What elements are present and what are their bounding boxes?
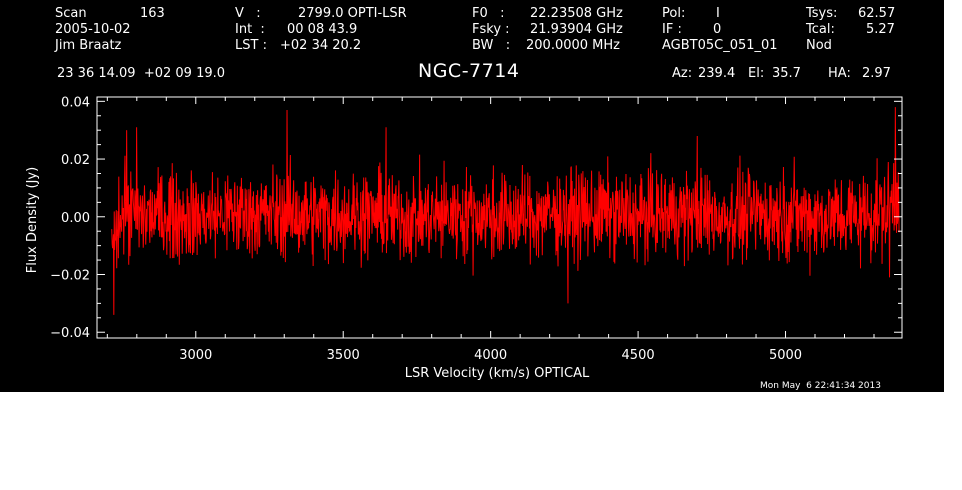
- plot-panel: Scan 163 V : 2799.0 OPTI-LSR F0 : 22.235…: [0, 0, 944, 392]
- x-tick-label: 4500: [622, 348, 655, 363]
- az-label: Az:: [672, 66, 693, 81]
- axes-frame: [96, 96, 903, 339]
- project-id: AGBT05C_051_01: [662, 38, 778, 53]
- y-axis-ticks: −0.04 −0.02 0.00 0.02 0.04: [50, 95, 902, 341]
- pol-label: Pol:: [662, 6, 686, 21]
- v-label: V :: [235, 6, 261, 21]
- fsky-label: Fsky :: [472, 22, 510, 37]
- bw-label: BW :: [472, 38, 511, 53]
- spectrum-line: [111, 107, 900, 315]
- tsys-label: Tsys:: [806, 6, 838, 21]
- scan-label: Scan: [55, 6, 87, 21]
- x-tick-label: 3500: [327, 348, 360, 363]
- x-tick-label: 3000: [179, 348, 212, 363]
- y-axis-label: Flux Density (Jy): [25, 167, 40, 273]
- el-label: El:: [748, 66, 765, 81]
- spectrum-chart: 3000 3500 4000 4500 5000 −0.04 −0.02 0.00 0.02 0…: [25, 95, 903, 381]
- x-axis-label: LSR Velocity (km/s) OPTICAL: [405, 366, 590, 381]
- fsky-value: 21.93904 GHz: [530, 22, 623, 37]
- obs-mode: Nod: [806, 38, 832, 53]
- az-value: 239.4: [698, 66, 736, 81]
- y-tick-label: 0.00: [61, 211, 90, 226]
- y-tick-label: 0.04: [61, 95, 90, 110]
- source-name: NGC-7714: [418, 60, 520, 82]
- scan-value: 163: [140, 6, 165, 21]
- pol-value: I: [716, 6, 720, 21]
- if-label: IF :: [662, 22, 682, 37]
- render-timestamp: Mon May 6 22:41:34 2013: [760, 381, 881, 391]
- x-tick-label: 5000: [769, 348, 802, 363]
- tsys-value: 62.57: [858, 6, 896, 21]
- tcal-label: Tcal:: [806, 22, 835, 37]
- plot-area: [111, 107, 900, 315]
- tcal-value: 5.27: [866, 22, 895, 37]
- int-label: Int :: [235, 22, 265, 37]
- obs-date: 2005-10-02: [55, 22, 131, 37]
- if-value: 0: [713, 22, 722, 37]
- v-value: 2799.0 OPTI-LSR: [298, 6, 407, 21]
- int-value: 00 08 43.9: [287, 22, 358, 37]
- observer-name: Jim Braatz: [55, 38, 122, 53]
- f0-label: F0 :: [472, 6, 505, 21]
- y-tick-label: −0.04: [50, 326, 90, 341]
- bw-value: 200.0000 MHz: [526, 38, 620, 53]
- y-tick-label: −0.02: [50, 269, 90, 284]
- y-tick-label: 0.02: [61, 153, 90, 168]
- ha-label: HA:: [828, 66, 851, 81]
- source-coordinates: 23 36 14.09 +02 09 19.0: [57, 66, 226, 81]
- ha-value: 2.97: [862, 66, 891, 81]
- x-axis-ticks: 3000 3500 4000 4500 5000: [106, 97, 875, 363]
- lst-value: +02 34 20.2: [280, 38, 362, 53]
- f0-value: 22.23508 GHz: [530, 6, 623, 21]
- x-tick-label: 4000: [474, 348, 507, 363]
- el-value: 35.7: [772, 66, 801, 81]
- lst-label: LST :: [235, 38, 267, 53]
